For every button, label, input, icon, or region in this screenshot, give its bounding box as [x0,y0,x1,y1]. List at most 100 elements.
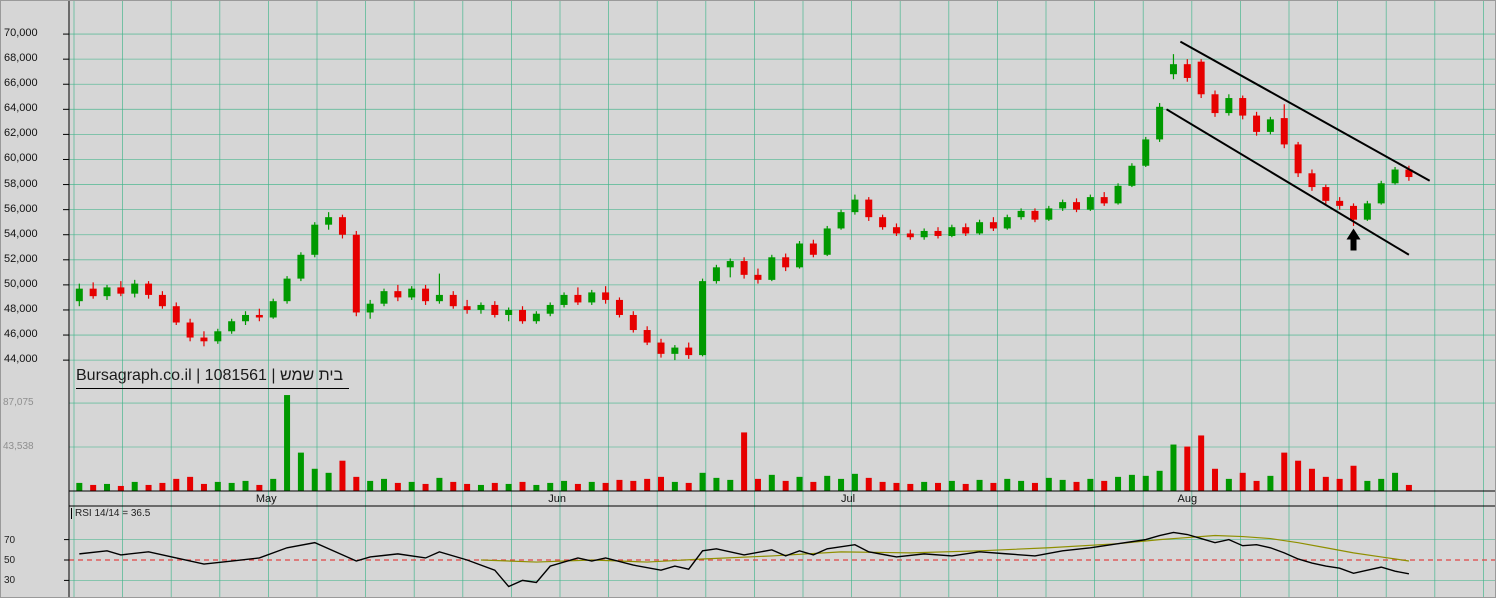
candle-body [117,287,125,294]
candle-body [297,254,305,279]
volume-bar [713,477,720,491]
volume-bar [325,472,332,491]
volume-bar [131,481,138,491]
volume-bar [574,483,581,491]
volume-bar [1405,484,1412,491]
candle-body [643,330,651,343]
volume-bar [768,474,775,491]
x-axis-month-label: Jun [548,493,566,505]
volume-bar [200,483,207,491]
price-axis-label: 68,000 [4,52,38,65]
candle-body [809,243,817,255]
candle-body [588,292,596,303]
volume-bar [824,475,831,491]
volume-bar [1128,474,1135,491]
price-axis-label: 46,000 [4,328,38,341]
candle-body [726,261,734,268]
volume-bar [727,479,734,491]
candle-body [560,294,568,305]
candle-body [1363,203,1371,220]
candle-body [532,313,540,322]
volume-bar [256,484,263,491]
volume-bar [1322,476,1329,491]
volume-bar [297,452,304,491]
volume-bar [436,477,443,491]
candle-body [477,304,485,310]
price-axis-label: 60,000 [4,152,38,165]
volume-bar [159,482,166,491]
volume-bar [173,478,180,491]
candle-body [1059,202,1067,209]
price-axis-label: 58,000 [4,177,38,190]
candle-body [920,230,928,238]
candle-body [1017,210,1025,218]
candle-body [892,227,900,234]
volume-bar [187,476,194,491]
candle-body [1350,205,1358,220]
watermark-title: Bursagraph.co.il | 1081561 | בית שמש [76,367,350,389]
price-axis-label: 50,000 [4,277,38,290]
volume-bar [228,482,235,491]
candle-body [1197,61,1205,95]
candle-body [823,228,831,255]
volume-bar [339,460,346,491]
volume-bar [644,478,651,491]
volume-bar [1184,446,1191,491]
volume-bar [948,480,955,491]
volume-bar [1115,476,1122,491]
volume-bar [270,478,277,491]
candle-body [408,288,416,298]
candle-body [269,301,277,318]
rsi-axis-label: 30 [4,575,16,587]
candle-body [1003,217,1011,229]
volume-bar [491,482,498,491]
candle-body [699,281,707,356]
candle-body [768,257,776,280]
candle-body [1405,169,1413,178]
rsi-indicator-label: RSI 14/14 = 36.5 [71,508,150,519]
candle-body [172,306,180,323]
volume-bar [893,482,900,491]
candle-body [200,337,208,342]
candle-body [906,233,914,238]
volume-bar [754,478,761,491]
candle-body [435,294,443,302]
volume-bar [394,482,401,491]
candle-body [1073,202,1081,210]
volume-bar [1101,480,1108,491]
candle-body [1266,119,1274,132]
volume-bar [1059,479,1066,491]
volume-bar [422,483,429,491]
candle-body [851,199,859,213]
volume-bar [381,478,388,491]
candle-body [1391,169,1399,184]
x-axis-month-label: Aug [1177,493,1198,505]
x-axis-month-label: May [255,493,277,505]
candle-body [1211,94,1219,114]
price-axis-label: 48,000 [4,302,38,315]
volume-bar [242,480,249,491]
candle-body [131,283,139,294]
volume-bar [284,395,291,491]
candle-body [865,199,873,218]
price-axis-label: 44,000 [4,353,38,366]
candle-body [1336,200,1344,206]
volume-bar [1212,468,1219,491]
candle-body [671,347,679,354]
candle-body [1045,208,1053,220]
candle-body [255,314,263,318]
volume-bar [616,479,623,491]
volume-bar [851,473,858,491]
volume-bar [658,476,665,491]
price-axis-label: 62,000 [4,127,38,140]
volume-bar [1392,472,1399,491]
volume-bar [907,483,914,491]
candle-body [1239,98,1247,116]
candle-body [1100,197,1108,204]
candle-body [1114,185,1122,204]
volume-bar [1018,480,1025,491]
candle-body [158,294,166,307]
candle-body [1156,106,1164,140]
volume-bar [1336,478,1343,491]
